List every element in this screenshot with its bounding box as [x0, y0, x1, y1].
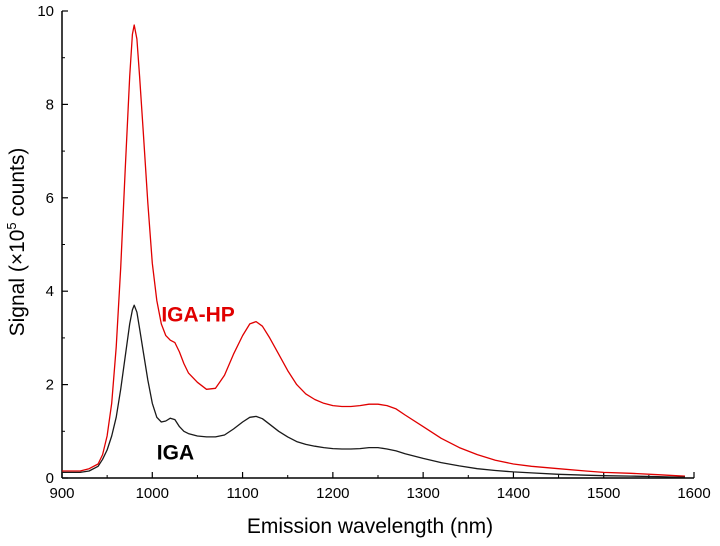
series-label-iga-hp: IGA-HP [161, 304, 235, 327]
series-line-iga [62, 304, 685, 478]
x-tick-label-1000: 1000 [136, 485, 169, 502]
series-label-iga: IGA [157, 441, 194, 464]
x-tick-label-1400: 1400 [497, 485, 530, 502]
x-tick-label-1100: 1100 [226, 485, 258, 502]
y-tick-label-4: 4 [46, 283, 54, 300]
x-tick-label-1200: 1200 [316, 485, 349, 502]
y-axis-title-tail: counts) [6, 148, 29, 223]
y-axis-title-main: Signal (×10 [6, 230, 29, 337]
x-tick-label-900: 900 [49, 485, 74, 502]
x-tick-label-1600: 1600 [677, 485, 710, 502]
y-tick-label-10: 10 [37, 3, 54, 20]
y-tick-label-2: 2 [46, 377, 54, 394]
y-tick-label-0: 0 [46, 470, 54, 487]
y-tick-label-6: 6 [46, 190, 54, 207]
axes: 900 1000 1100 1200 1300 1400 1500 1600 0 2 4 6 8 10 [37, 3, 710, 502]
x-tick-label-1300: 1300 [406, 485, 439, 502]
y-axis-title-superscript: 5 [4, 222, 19, 229]
y-axis-title: Signal (×105 counts) [4, 148, 29, 337]
series-line-iga-hp [62, 24, 686, 477]
annotation-layer: IGA-HP IGA [157, 304, 235, 465]
y-tick-label-8: 8 [46, 96, 54, 113]
series-layer [62, 24, 686, 478]
x-tick-label-1500: 1500 [587, 485, 620, 502]
x-axis-title: Emission wavelength (nm) [247, 515, 493, 538]
